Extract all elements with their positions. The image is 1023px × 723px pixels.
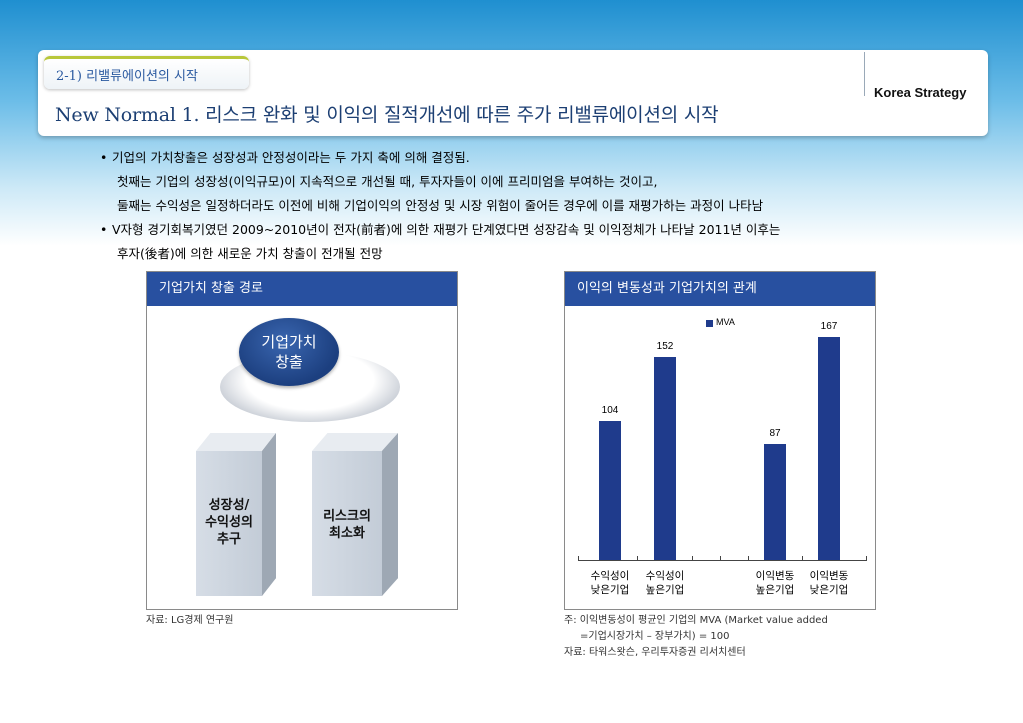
panel-header: 기업가치 창출 경로	[147, 272, 457, 306]
category-label-line: 수익성이	[590, 570, 630, 582]
right-source: 자료: 타워스왓슨, 우리투자증권 리서치센터	[564, 647, 746, 658]
bullet-1: • 기업의 가치창출은 성장성과 안정성이라는 두 가지 축에 의해 결정됨.	[100, 146, 470, 170]
category-label-line: 낮은기업	[590, 584, 630, 596]
bullet-dot: •	[100, 150, 108, 165]
risk-pillar-label: 리스크의 최소화	[323, 509, 371, 541]
left-source: 자료: LG경제 연구원	[146, 615, 234, 626]
bar	[654, 357, 676, 560]
bar-value-label: 87	[769, 428, 781, 439]
category-label-line: 이익변동	[755, 570, 795, 582]
section-tab	[44, 56, 249, 89]
legend-label: MVA	[716, 317, 735, 327]
bar	[818, 337, 840, 560]
legend-swatch	[706, 320, 713, 327]
bullet-1-line-2: 첫째는 기업의 성장성(이익규모)이 지속적으로 개선될 때, 투자자들이 이에…	[117, 174, 658, 189]
category-label-line: 낮은기업	[809, 584, 849, 596]
pillar-top	[312, 433, 398, 451]
category-label-line: 높은기업	[755, 584, 795, 596]
bar-value-label: 104	[601, 405, 619, 417]
bullet-1-line-3: 둘째는 수익성은 일정하더라도 이전에 비해 기업이익의 안정성 및 시장 위험…	[117, 198, 764, 213]
bar	[764, 444, 786, 560]
growth-pillar-label: 성장성/ 수익성의 추구	[205, 498, 253, 547]
x-axis-tick	[748, 556, 749, 561]
x-axis-tick	[692, 556, 693, 561]
x-axis-tick	[720, 556, 721, 561]
bullet-2-line-2: 후자(後者)에 의한 새로운 가치 창출이 전개될 전망	[117, 246, 383, 261]
pillar-side	[262, 433, 276, 596]
panel-header: 이익의 변동성과 기업가치의 관계	[565, 272, 875, 306]
bar	[599, 421, 621, 560]
page-title: New Normal 1. 리스크 완화 및 이익의 질적개선에 따른 주가 리…	[55, 104, 719, 126]
header-divider	[864, 52, 865, 96]
x-axis-tick	[578, 556, 579, 561]
value-creation-oval: 기업가치 창출	[239, 318, 339, 386]
pillar-side	[382, 433, 398, 596]
bullet-dot: •	[100, 222, 108, 237]
category-label-line: 이익변동	[809, 570, 849, 582]
bullet-2: • V자형 경기회복기였던 2009~2010년이 전자(前者)에 의한 재평가…	[100, 218, 780, 242]
pillar-top	[196, 433, 276, 451]
section-label: 2-1) 리밸류에이션의 시작	[56, 69, 198, 84]
bar-value-label: 167	[820, 321, 838, 333]
x-axis-tick	[802, 556, 803, 561]
risk-pillar	[312, 451, 382, 596]
x-axis-tick	[637, 556, 638, 561]
category-label-line: 수익성이	[645, 570, 685, 582]
growth-pillar	[196, 451, 262, 596]
chart-note-2: =기업시장가치 – 장부가치) = 100	[580, 631, 730, 642]
x-axis	[578, 560, 866, 561]
category-label-line: 높은기업	[645, 584, 685, 596]
bar-value-label: 152	[656, 341, 674, 353]
x-axis-tick	[866, 556, 867, 561]
chart-note: 주: 이익변동성이 평균인 기업의 MVA (Market value adde…	[564, 615, 828, 626]
brand-label: Korea Strategy	[874, 85, 967, 100]
